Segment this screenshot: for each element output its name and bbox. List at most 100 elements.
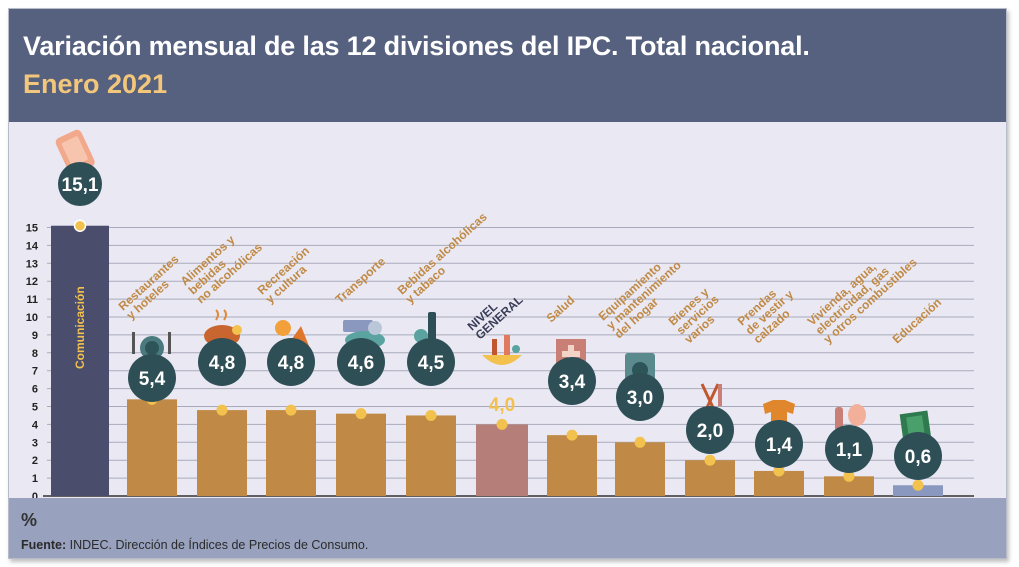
bar-marker bbox=[496, 418, 508, 430]
footer-band: % Fuente: INDEC. Dirección de Índices de… bbox=[9, 498, 1006, 558]
y-tick-label: 1 bbox=[32, 473, 38, 485]
category-label: Bienes yserviciosvarios bbox=[666, 283, 730, 346]
y-tick-label: 9 bbox=[32, 330, 38, 342]
clothing-icon bbox=[763, 400, 795, 428]
y-tick-label: 10 bbox=[26, 312, 38, 324]
icon-shape bbox=[562, 345, 580, 363]
category-label-line: Transporte bbox=[333, 254, 389, 306]
value-label: 4,0 bbox=[489, 395, 515, 416]
y-tick-label: 11 bbox=[26, 294, 38, 306]
bar-marker bbox=[566, 429, 578, 441]
bar bbox=[127, 399, 177, 496]
source-label: Fuente: bbox=[21, 538, 67, 552]
value-badge bbox=[548, 357, 596, 405]
icon-shape bbox=[275, 320, 291, 336]
bar bbox=[51, 225, 109, 496]
y-tick-label: 12 bbox=[26, 276, 38, 288]
icon-shape bbox=[368, 321, 382, 335]
source-note: Fuente: INDEC. Dirección de Índices de P… bbox=[21, 538, 368, 552]
value-badge bbox=[616, 373, 664, 421]
bar-marker bbox=[285, 404, 297, 416]
bar bbox=[266, 410, 316, 496]
icon-shape bbox=[61, 136, 88, 167]
restaurant-icon bbox=[132, 332, 171, 360]
category-label-line: Educación bbox=[890, 295, 944, 346]
icon-shape bbox=[906, 415, 925, 438]
bar-marker bbox=[425, 409, 437, 421]
chart-title: Variación mensual de las 12 divisiones d… bbox=[23, 31, 810, 61]
bar-marker bbox=[773, 465, 785, 477]
category-label: Transporte bbox=[333, 254, 389, 306]
bar bbox=[685, 460, 735, 496]
icon-shape bbox=[504, 335, 510, 355]
bar bbox=[824, 476, 874, 496]
y-tick-label: 13 bbox=[26, 258, 38, 270]
bar-marker bbox=[73, 219, 87, 232]
general-level-icon bbox=[482, 335, 522, 365]
category-label: Educación bbox=[890, 295, 944, 346]
category-label: Alimentos ybebidasno alcohólicas bbox=[178, 222, 266, 306]
bar bbox=[476, 424, 528, 496]
icon-shape bbox=[718, 384, 722, 406]
category-label: NIVELGENERAL bbox=[465, 284, 526, 343]
y-tick-label: 4 bbox=[32, 419, 39, 431]
value-badge bbox=[128, 354, 176, 402]
value-label: 15,1 bbox=[62, 175, 99, 196]
value-label: 0,6 bbox=[905, 447, 931, 468]
y-tick-label: 7 bbox=[32, 366, 38, 378]
icon-shape bbox=[145, 341, 159, 355]
icon-shape bbox=[215, 309, 227, 321]
source-text: INDEC. Dirección de Índices de Precios d… bbox=[66, 538, 369, 552]
bar bbox=[615, 442, 665, 496]
value-label: 3,0 bbox=[627, 388, 653, 409]
bar bbox=[197, 410, 247, 496]
chart-subtitle: Enero 2021 bbox=[23, 69, 168, 99]
category-label: Restaurantesy hoteles bbox=[116, 252, 190, 322]
value-badge bbox=[267, 338, 315, 386]
icon-shape bbox=[343, 320, 373, 332]
value-badge bbox=[825, 425, 873, 473]
y-tick-label: 14 bbox=[26, 240, 39, 252]
y-tick-label: 6 bbox=[32, 384, 38, 396]
header-band: Variación mensual de las 12 divisiones d… bbox=[9, 9, 1006, 122]
bar bbox=[406, 415, 456, 496]
icon-shape bbox=[763, 400, 795, 428]
icon-shape bbox=[482, 355, 522, 365]
value-badge bbox=[407, 338, 455, 386]
bar-marker bbox=[634, 436, 646, 448]
value-label: 1,4 bbox=[766, 435, 793, 456]
value-badge bbox=[755, 420, 803, 468]
bar-marker bbox=[843, 470, 855, 482]
icon-shape bbox=[835, 407, 843, 431]
icon-shape bbox=[168, 332, 171, 354]
category-label: Comunicación bbox=[73, 286, 87, 369]
value-label: 4,5 bbox=[418, 353, 445, 374]
value-badge bbox=[894, 432, 942, 480]
category-label: Salud bbox=[544, 293, 578, 325]
bar-marker bbox=[704, 454, 716, 466]
value-label: 2,0 bbox=[697, 421, 723, 442]
infographic-frame: Variación mensual de las 12 divisiones d… bbox=[8, 8, 1007, 559]
icon-shape bbox=[848, 404, 866, 426]
bar bbox=[547, 435, 597, 496]
unit-label: % bbox=[21, 510, 38, 530]
y-tick-label: 0 bbox=[32, 491, 38, 498]
icon-shape bbox=[132, 332, 135, 354]
category-label: Recreacióny cultura bbox=[255, 244, 320, 307]
bar bbox=[336, 413, 386, 496]
value-badge bbox=[58, 162, 102, 206]
category-label: Prendasde vestir ycalzado bbox=[735, 278, 805, 346]
y-tick-label: 5 bbox=[32, 402, 38, 414]
value-badge bbox=[337, 338, 385, 386]
bar-marker bbox=[216, 404, 228, 416]
y-tick-label: 2 bbox=[32, 455, 38, 467]
category-label-line: Salud bbox=[544, 293, 578, 325]
y-tick-label: 15 bbox=[26, 223, 38, 235]
bar-chart: 012345678910111213141515,1Comunicación5,… bbox=[26, 129, 974, 498]
value-label: 4,8 bbox=[209, 353, 235, 374]
bar-marker bbox=[355, 408, 367, 420]
y-tick-label: 8 bbox=[32, 348, 38, 360]
value-label: 1,1 bbox=[836, 440, 863, 461]
icon-shape bbox=[428, 312, 436, 342]
bar-marker bbox=[912, 479, 924, 491]
